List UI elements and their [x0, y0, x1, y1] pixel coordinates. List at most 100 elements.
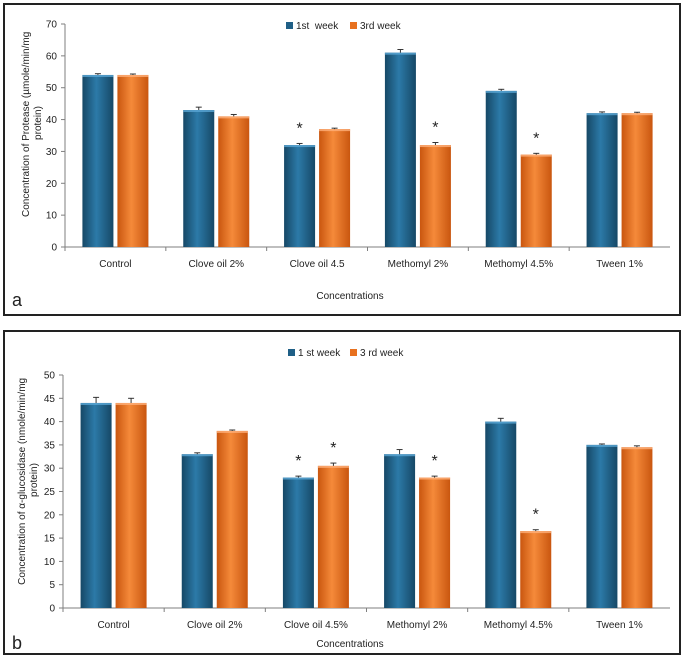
bar-week1: [485, 90, 517, 248]
x-tick-label: Tween 1%: [596, 620, 643, 631]
legend-swatch-week1: [286, 22, 293, 29]
bar-top-highlight: [419, 145, 451, 148]
y-tick-label: 20: [44, 510, 56, 521]
legend-label-week3: 3 rd week: [360, 348, 404, 359]
bar-top-highlight: [82, 74, 114, 77]
y-tick-label: 50: [46, 83, 58, 94]
bar-top-highlight: [80, 402, 112, 405]
x-tick-label: Clove oil 2%: [187, 620, 243, 631]
panel-label-b: b: [12, 633, 22, 653]
x-tick-label: Control: [97, 620, 129, 631]
protease-chart: 1st week 3rd week Concentration of Prote…: [12, 20, 670, 310]
bar-week3: [520, 531, 552, 608]
x-tick-label: Methomyl 4.5%: [484, 259, 553, 270]
x-tick-label: Clove oil 2%: [188, 259, 244, 270]
bar-top-highlight: [181, 454, 213, 457]
protease-chart-panel: 1st week 3rd week Concentration of Prote…: [3, 3, 681, 316]
bar-week1: [586, 113, 618, 247]
y-axis-title-line-2: protein): [29, 463, 40, 497]
x-axis-title: Concentrations: [316, 291, 383, 302]
bar-week3: [520, 154, 552, 247]
bar-week3: [117, 74, 149, 247]
legend-swatch-week1: [288, 349, 295, 356]
bar-week3: [218, 116, 250, 247]
y-tick-label: 35: [44, 440, 56, 451]
bar-top-highlight: [115, 402, 147, 405]
bar-top-highlight: [183, 110, 215, 113]
bar-week1: [284, 145, 316, 247]
glucosidase-chart: 1 st week 3 rd week Concentration of α-g…: [12, 348, 670, 653]
significance-star: *: [330, 440, 336, 457]
bar-top-highlight: [485, 421, 517, 424]
y-axis-title: Concentration of α-glucosidase (nmole/mi…: [17, 375, 40, 585]
y-axis-title-line-1: Concentration of Protease (µmole/min/mg: [21, 32, 32, 217]
y-tick-label: 70: [46, 20, 58, 31]
bar-week1: [384, 52, 416, 247]
y-tick-label: 25: [44, 487, 56, 498]
legend-swatch-week3: [350, 22, 357, 29]
bar-top-highlight: [419, 477, 451, 480]
x-tick-label: Clove oil 4.5: [290, 259, 345, 270]
y-tick-label: 10: [46, 211, 58, 222]
legend-label-week1: 1 st week: [298, 348, 341, 359]
legend-label-week3: 3rd week: [360, 21, 402, 32]
significance-star: *: [533, 507, 539, 524]
y-tick-label: 20: [46, 179, 58, 190]
bar-week1: [485, 421, 517, 608]
y-axis-title-line-2: protein): [33, 106, 44, 140]
bar-top-highlight: [621, 113, 653, 116]
bar-week1: [282, 477, 314, 608]
y-tick-label: 50: [44, 371, 56, 382]
significance-star: *: [295, 453, 301, 470]
y-tick-label: 30: [46, 147, 58, 158]
legend: 1st week 3rd week: [286, 21, 402, 32]
y-tick-label: 30: [44, 464, 56, 475]
bar-top-highlight: [317, 465, 349, 468]
bar-week3: [419, 145, 451, 247]
bar-week1: [181, 454, 213, 608]
bar-top-highlight: [485, 90, 517, 93]
x-axis-title: Concentrations: [316, 639, 383, 650]
bar-top-highlight: [384, 454, 416, 457]
bar-top-highlight: [586, 113, 618, 116]
y-tick-label: 60: [46, 51, 58, 62]
x-tick-label: Clove oil 4.5%: [284, 620, 348, 631]
significance-star: *: [432, 120, 438, 137]
x-tick-label: Methomyl 2%: [388, 259, 449, 270]
bar-top-highlight: [282, 477, 314, 480]
bar-week1: [80, 402, 112, 608]
y-tick-label: 40: [46, 115, 58, 126]
y-tick-label: 5: [49, 580, 55, 591]
x-tick-label: Methomyl 2%: [387, 620, 448, 631]
bar-top-highlight: [586, 444, 618, 447]
bar-week3: [317, 465, 349, 608]
bar-top-highlight: [319, 129, 351, 132]
bar-week3: [115, 402, 147, 608]
significance-star: *: [533, 130, 539, 147]
y-axis-title-line-1: Concentration of α-glucosidase (nmole/mi…: [17, 378, 28, 585]
y-axis-title: Concentration of Protease (µmole/min/mg …: [21, 29, 44, 217]
bar-top-highlight: [621, 447, 653, 450]
y-tick-label: 40: [44, 417, 56, 428]
bar-top-highlight: [520, 531, 552, 534]
bar-week1: [384, 454, 416, 608]
bar-week1: [586, 444, 618, 608]
bar-week1: [82, 74, 114, 247]
bar-week3: [319, 129, 351, 247]
legend: 1 st week 3 rd week: [288, 348, 404, 359]
panel-label-a: a: [12, 290, 23, 310]
bar-top-highlight: [216, 430, 248, 433]
bar-top-highlight: [218, 116, 250, 119]
x-tick-label: Control: [99, 259, 131, 270]
significance-star: *: [296, 120, 302, 137]
bar-week3: [419, 477, 451, 608]
bar-week3: [216, 430, 248, 608]
bar-week3: [621, 447, 653, 608]
bar-top-highlight: [284, 145, 316, 148]
significance-star: *: [431, 453, 437, 470]
legend-swatch-week3: [350, 349, 357, 356]
legend-label-week1: 1st week: [296, 21, 339, 32]
x-tick-label: Methomyl 4.5%: [484, 620, 553, 631]
bar-week3: [621, 113, 653, 247]
bar-top-highlight: [520, 154, 552, 157]
